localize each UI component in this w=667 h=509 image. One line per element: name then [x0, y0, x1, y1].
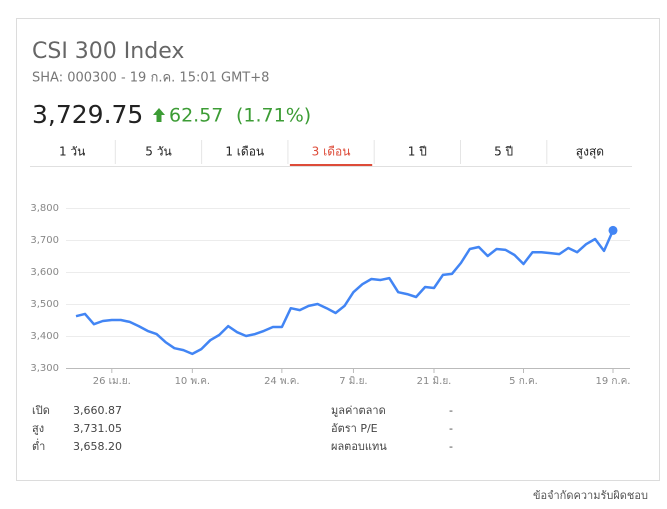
x-tick-label: 7 มิ.ย.: [339, 376, 367, 387]
y-tick-label: 3,400: [30, 331, 59, 342]
tab[interactable]: 5 วัน: [145, 145, 171, 159]
price-line: [75, 229, 615, 356]
x-tick-label: 19 ก.ค.: [595, 376, 630, 387]
x-tick-label: 5 ก.ค.: [509, 376, 538, 387]
stat-value: -: [449, 422, 453, 435]
up-arrow: [153, 108, 165, 122]
tab[interactable]: 1 ปี: [408, 145, 427, 159]
y-tick-label: 3,800: [30, 203, 59, 214]
stat-label: ต่ำ: [32, 438, 45, 453]
chart: 3,300 3,400 3,500 3,600 3,700 3,800 26 เม.ย. 10…: [30, 203, 630, 387]
change-pct: (1.71%): [236, 105, 311, 127]
tab[interactable]: 1 เดือน: [225, 145, 264, 159]
stat-label: มูลค่าตลาด: [331, 404, 386, 417]
stat-value: 3,658.20: [73, 440, 122, 453]
change: 62.57: [169, 105, 223, 127]
stat-label: เปิด: [32, 404, 50, 417]
x-tick-label: 26 เม.ย.: [93, 376, 131, 387]
card: [16, 18, 660, 481]
y-tick-label: 3,700: [30, 235, 59, 246]
y-tick-label: 3,600: [30, 267, 59, 278]
stat-value: 3,731.05: [73, 422, 122, 435]
disclaimer-link[interactable]: ข้อจำกัดความรับผิดชอบ: [533, 489, 648, 502]
tab[interactable]: 3 เดือน: [312, 145, 351, 159]
title: CSI 300 Index: [32, 39, 184, 64]
tab-underline: [289, 164, 373, 166]
last-point: [608, 225, 618, 235]
tabs: 1 วัน 5 วัน 1 เดือน 3 เดือน 1 ปี 5 ปี สูงสุด: [59, 140, 604, 166]
tab[interactable]: 5 ปี: [494, 145, 513, 159]
tab[interactable]: สูงสุด: [576, 145, 604, 160]
stat-label: สูง: [32, 422, 44, 435]
stat-label: อัตรา P/E: [331, 422, 378, 435]
tab[interactable]: 1 วัน: [59, 145, 85, 159]
x-tick-label: 21 มิ.ย.: [417, 376, 452, 387]
x-tick-label: 24 พ.ค.: [264, 376, 300, 387]
subtitle: SHA: 000300 - 19 ก.ค. 15:01 GMT+8: [32, 71, 269, 86]
stats: เปิด 3,660.87 สูง 3,731.05 ต่ำ 3,658.20 มูลค่า…: [32, 404, 453, 453]
stat-value: -: [449, 404, 453, 417]
x-tick-label: 10 พ.ค.: [175, 376, 211, 387]
price: 3,729.75: [32, 100, 143, 129]
stat-label: ผลตอบแทน: [331, 440, 387, 453]
y-tick-label: 3,500: [30, 299, 59, 310]
y-tick-label: 3,300: [30, 363, 59, 374]
stat-value: 3,660.87: [73, 404, 122, 417]
stat-value: -: [449, 440, 453, 453]
